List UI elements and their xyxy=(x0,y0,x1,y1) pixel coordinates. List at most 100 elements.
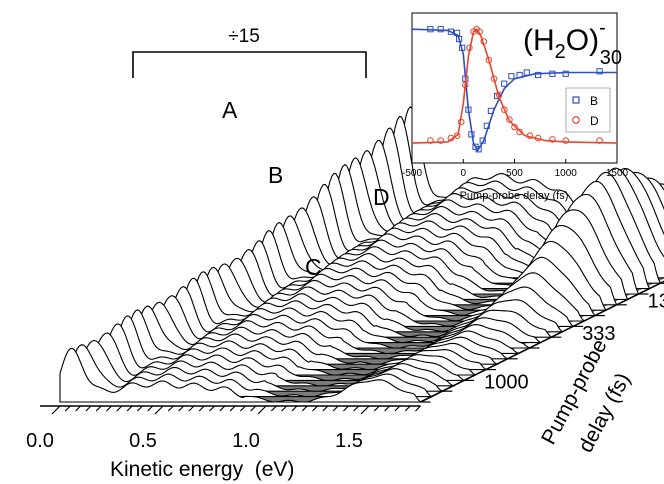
inset-point-d xyxy=(427,137,434,144)
formula-sub2: 30 xyxy=(600,47,622,69)
inset-point-d xyxy=(506,116,513,123)
energy-minor-tick xyxy=(51,405,61,415)
inset-point-d xyxy=(457,118,465,126)
energy-tick-label: 0.0 xyxy=(26,430,54,452)
energy-tick-label: 1.0 xyxy=(232,430,260,452)
inset-point-b xyxy=(535,71,542,79)
inset-x-tick-label: -500 xyxy=(402,168,422,179)
inset-point-b xyxy=(501,80,508,87)
x-axis-title: Kinetic energy (eV) xyxy=(110,458,294,481)
energy-minor-tick xyxy=(270,405,277,412)
inset-series xyxy=(411,25,618,153)
delay-tick-label: 1000 xyxy=(484,371,528,393)
inset-point-d xyxy=(516,128,523,136)
inset-point-b xyxy=(596,68,603,75)
formula-mid: O) xyxy=(566,24,599,57)
energy-minor-tick xyxy=(257,405,267,415)
legend-marker-d xyxy=(572,116,580,124)
formula-sup: - xyxy=(599,17,606,39)
inset-x-tick-label: 1500 xyxy=(606,168,629,179)
peak-label-c: C xyxy=(305,254,322,280)
inset-point-b xyxy=(447,28,454,35)
inset-point-d xyxy=(453,132,461,139)
inset-point-d xyxy=(462,81,469,89)
energy-tick-label: 0.5 xyxy=(129,430,157,452)
inset-x-tick-label: 500 xyxy=(506,168,523,179)
inset-point-d xyxy=(466,44,473,52)
inset-point-b xyxy=(475,146,482,153)
inset-chart: -500 0 500 1000 1500 Pump-probe delay (fs) B… xyxy=(402,12,629,202)
energy-minor-tick xyxy=(415,405,421,412)
peak-label-b: B xyxy=(268,162,283,188)
energy-minor-tick xyxy=(154,405,164,415)
energy-minor-tick xyxy=(64,405,71,412)
energy-minor-tick xyxy=(126,405,133,412)
inset-point-d xyxy=(495,91,503,99)
energy-minor-tick xyxy=(404,405,411,412)
inset-point-d xyxy=(480,38,488,45)
inset-point-d xyxy=(437,137,445,144)
delay-axis: -1001333331000 xyxy=(420,280,664,403)
delay-tick-label: 333 xyxy=(582,323,615,345)
energy-minor-tick xyxy=(198,405,205,412)
energy-minor-tick xyxy=(188,405,195,412)
energy-minor-tick xyxy=(281,405,288,412)
inset-point-b xyxy=(454,29,461,36)
inset-point-b xyxy=(487,107,494,115)
inset-point-d xyxy=(534,134,542,142)
energy-minor-tick xyxy=(178,405,185,412)
energy-minor-tick xyxy=(394,405,401,412)
inset-point-b xyxy=(427,26,434,33)
energy-axis: 0.0 0.5 1.0 1.5 xyxy=(26,405,421,452)
energy-minor-tick xyxy=(332,405,339,412)
energy-minor-tick xyxy=(75,405,82,412)
energy-minor-tick xyxy=(291,405,298,412)
spectrum-trace xyxy=(59,347,422,403)
legend-label-d: D xyxy=(590,114,599,128)
energy-minor-tick xyxy=(167,405,174,412)
formula-sub: 2 xyxy=(555,41,566,63)
peak-label-d: D xyxy=(373,184,390,210)
inset-point-b xyxy=(465,106,472,113)
spectra-traces xyxy=(59,106,664,403)
energy-minor-tick xyxy=(312,405,318,412)
energy-minor-tick xyxy=(85,405,92,412)
divide-bracket: ÷15 xyxy=(132,26,367,78)
energy-minor-tick xyxy=(250,405,257,412)
waterfall-plot: 0.00.51.01.5 -1001333331000 C xyxy=(26,106,664,452)
inset-x-tick-label: 1000 xyxy=(555,168,578,179)
legend-label-b: B xyxy=(590,94,598,108)
energy-minor-tick xyxy=(106,405,112,412)
peak-label-a: A xyxy=(222,97,238,123)
inset-point-d xyxy=(562,137,570,144)
inset-fit-b xyxy=(411,28,617,153)
legend-marker-b xyxy=(572,96,580,104)
inset-point-b xyxy=(523,69,530,76)
inset-point-d xyxy=(476,28,483,36)
energy-minor-tick xyxy=(136,405,143,412)
inset-point-b xyxy=(562,70,569,77)
inset-x-tick-label: 0 xyxy=(460,168,466,179)
energy-minor-tick xyxy=(322,405,329,412)
inset-point-b xyxy=(516,71,523,79)
energy-minor-tick xyxy=(95,405,102,412)
inset-point-b xyxy=(459,44,466,51)
energy-tick-label: 1.5 xyxy=(335,430,363,452)
delay-axis-line xyxy=(420,280,664,403)
energy-minor-tick xyxy=(239,405,246,412)
delay-tick-label: 133 xyxy=(648,290,664,312)
inset-point-b xyxy=(483,122,490,129)
formula-base: (H xyxy=(523,24,555,57)
energy-minor-tick xyxy=(209,405,215,412)
inset-point-d xyxy=(526,132,534,139)
inset-point-b xyxy=(549,70,556,77)
energy-minor-tick xyxy=(384,405,391,412)
inset-point-d xyxy=(485,56,493,64)
energy-minor-tick xyxy=(147,405,154,412)
inset-point-d xyxy=(447,134,455,142)
inset-point-d xyxy=(490,75,498,82)
inset-x-ticks: -500 0 500 1000 1500 xyxy=(402,159,629,179)
energy-minor-tick xyxy=(229,405,236,412)
inset-point-b xyxy=(468,131,475,138)
